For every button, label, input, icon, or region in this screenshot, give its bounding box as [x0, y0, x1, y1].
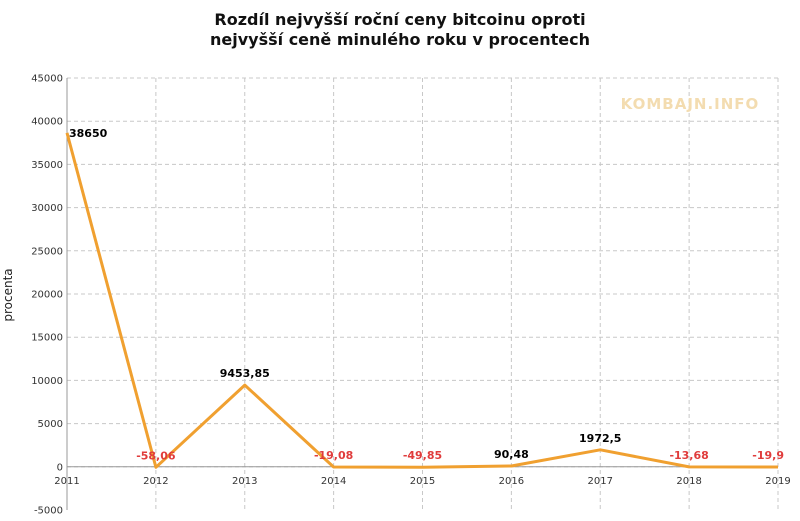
x-tick-label: 2014 — [321, 476, 346, 487]
x-tick-label: 2016 — [499, 476, 524, 487]
y-axis-label: procenta — [1, 268, 15, 321]
y-tick-label: 0 — [57, 462, 63, 473]
chart-title-line-2: nejvyšší ceně minulého roku v procentech — [210, 30, 590, 49]
data-label: 9453,85 — [220, 367, 270, 380]
x-tick-label: 2013 — [232, 476, 257, 487]
x-tick-labels: 2011 2012 2013 2014 2015 2016 2017 2018 2019 — [54, 476, 790, 487]
x-tick-label: 2011 — [54, 476, 79, 487]
chart-title: Rozdíl nejvyšší roční ceny bitcoinu opro… — [0, 10, 800, 50]
chart-title-line-1: Rozdíl nejvyšší roční ceny bitcoinu opro… — [214, 10, 586, 29]
y-tick-label: 45000 — [31, 74, 63, 85]
data-label: -19,9 — [752, 449, 784, 462]
data-label: -49,85 — [403, 449, 442, 462]
y-tick-label: 15000 — [31, 333, 63, 344]
x-tick-label: 2012 — [143, 476, 168, 487]
y-tick-label: -5000 — [34, 506, 63, 517]
data-label: -58,06 — [136, 449, 176, 462]
y-tick-labels: -5000 0 5000 10000 15000 20000 25000 30000 35000… — [31, 74, 63, 517]
y-tick-label: 30000 — [31, 203, 63, 214]
watermark: KOMBAJN.INFO — [621, 95, 760, 113]
x-tick-label: 2017 — [588, 476, 613, 487]
y-tick-label: 25000 — [31, 246, 63, 257]
x-tick-label: 2015 — [410, 476, 435, 487]
y-tick-label: 35000 — [31, 160, 63, 171]
series-group — [65, 132, 779, 469]
y-tick-label: 10000 — [31, 376, 63, 387]
data-label: -19,08 — [314, 449, 353, 462]
y-tick-label: 40000 — [31, 117, 63, 128]
x-tick-label: 2018 — [676, 476, 701, 487]
data-label: 90,48 — [494, 448, 529, 461]
y-tick-label: 20000 — [31, 290, 63, 301]
data-labels: 38650 -58,06 9453,85 -19,08 -49,85 90,48 1972,… — [69, 127, 784, 462]
data-label: -13,68 — [669, 449, 708, 462]
x-tick-label: 2019 — [765, 476, 790, 487]
data-label: 38650 — [69, 127, 108, 140]
grid-lines — [67, 77, 779, 510]
data-label: 1972,5 — [579, 432, 621, 445]
y-tick-label: 5000 — [38, 419, 63, 430]
